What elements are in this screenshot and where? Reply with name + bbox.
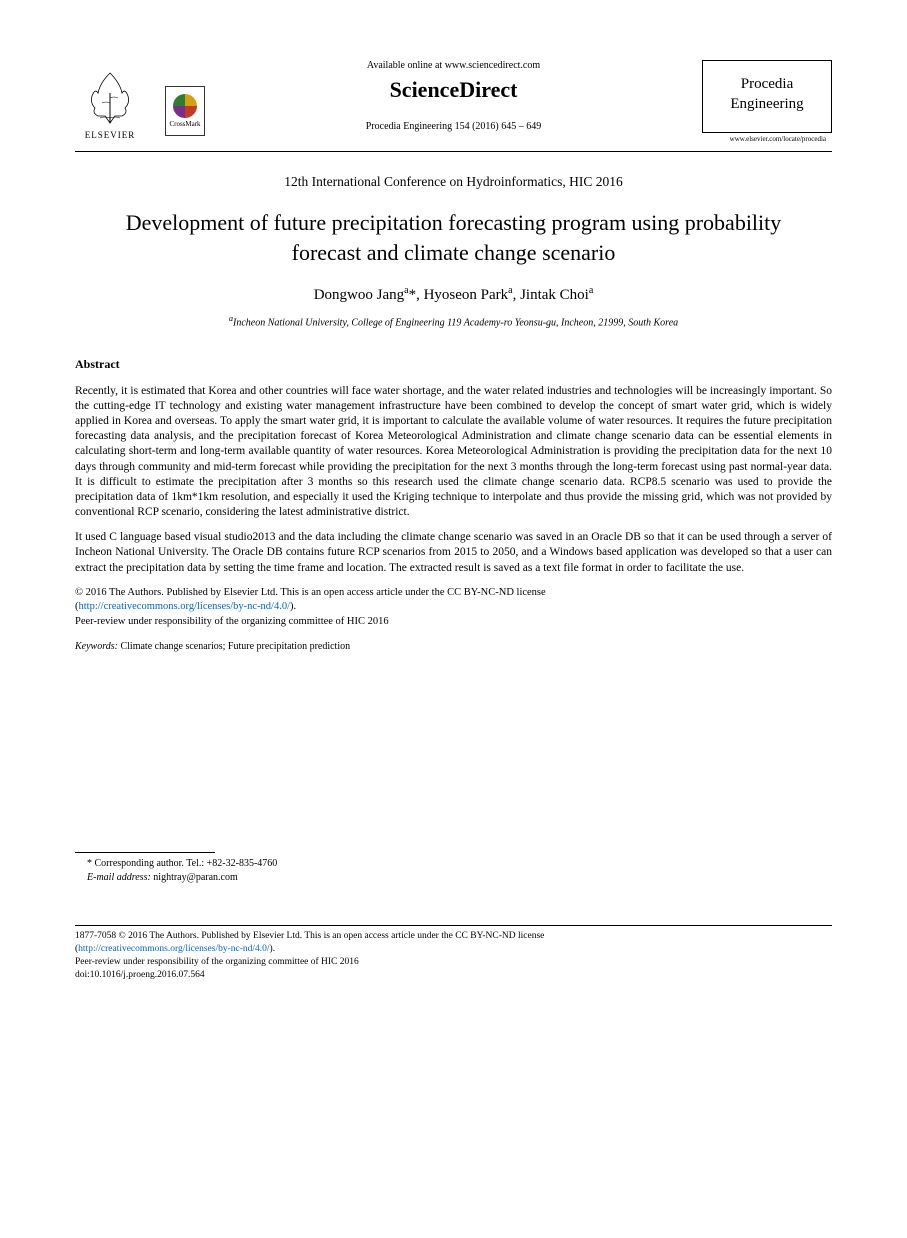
paper-title: Development of future precipitation fore… [75,208,832,267]
license-block: © 2016 The Authors. Published by Elsevie… [75,586,832,614]
header-right-wrap: Procedia Engineering www.elsevier.com/lo… [702,60,832,143]
elsevier-logo: ELSEVIER [75,60,145,140]
crossmark-icon [173,94,197,118]
footnote-separator [75,852,215,853]
elsevier-label: ELSEVIER [85,130,136,140]
elsevier-tree-icon [80,68,140,128]
peer-review-text: Peer-review under responsibility of the … [75,616,832,627]
procedia-line1: Procedia [709,75,825,95]
email-value: nightray@paran.com [151,872,238,883]
license-text: © 2016 The Authors. Published by Elsevie… [75,587,546,598]
keywords-label: Keywords: [75,641,118,652]
crossmark-label: CrossMark [169,120,200,128]
abstract-paragraph-2: It used C language based visual studio20… [75,530,832,576]
footer-peer-review: Peer-review under responsibility of the … [75,957,359,967]
abstract-heading: Abstract [75,357,832,372]
footer-block: 1877-7058 © 2016 The Authors. Published … [75,930,832,981]
header-left: ELSEVIER CrossMark [75,60,205,140]
abstract-paragraph-1: Recently, it is estimated that Korea and… [75,384,832,521]
keywords-line: Keywords: Climate change scenarios; Futu… [75,641,832,652]
corresponding-author: * Corresponding author. Tel.: +82-32-835… [87,857,832,871]
footer-line1: 1877-7058 © 2016 The Authors. Published … [75,931,544,941]
license-link[interactable]: http://creativecommons.org/licenses/by-n… [79,601,291,612]
email-label: E-mail address: [87,872,151,883]
procedia-box: Procedia Engineering [702,60,832,133]
authors: Dongwoo Janga*, Hyoseon Parka, Jintak Ch… [75,285,832,304]
sciencedirect-logo: ScienceDirect [215,77,692,103]
procedia-url: www.elsevier.com/locate/procedia [702,135,832,143]
header-row: ELSEVIER CrossMark Available online at w… [75,60,832,143]
conference-name: 12th International Conference on Hydroin… [75,174,832,190]
header-center: Available online at www.sciencedirect.co… [205,60,702,132]
corresponding-email: E-mail address: nightray@paran.com [87,871,832,885]
affiliation-text: Incheon National University, College of … [233,318,678,329]
journal-reference: Procedia Engineering 154 (2016) 645 – 64… [215,121,692,132]
header-separator [75,151,832,152]
affiliation: aIncheon National University, College of… [75,314,832,328]
keywords-text: Climate change scenarios; Future precipi… [118,641,350,652]
footer-separator [75,925,832,926]
footer-doi: doi:10.1016/j.proeng.2016.07.564 [75,970,205,980]
crossmark-badge[interactable]: CrossMark [165,86,205,136]
available-online-text: Available online at www.sciencedirect.co… [215,60,692,71]
footer-license-link[interactable]: http://creativecommons.org/licenses/by-n… [78,944,269,954]
procedia-line2: Engineering [709,95,825,115]
